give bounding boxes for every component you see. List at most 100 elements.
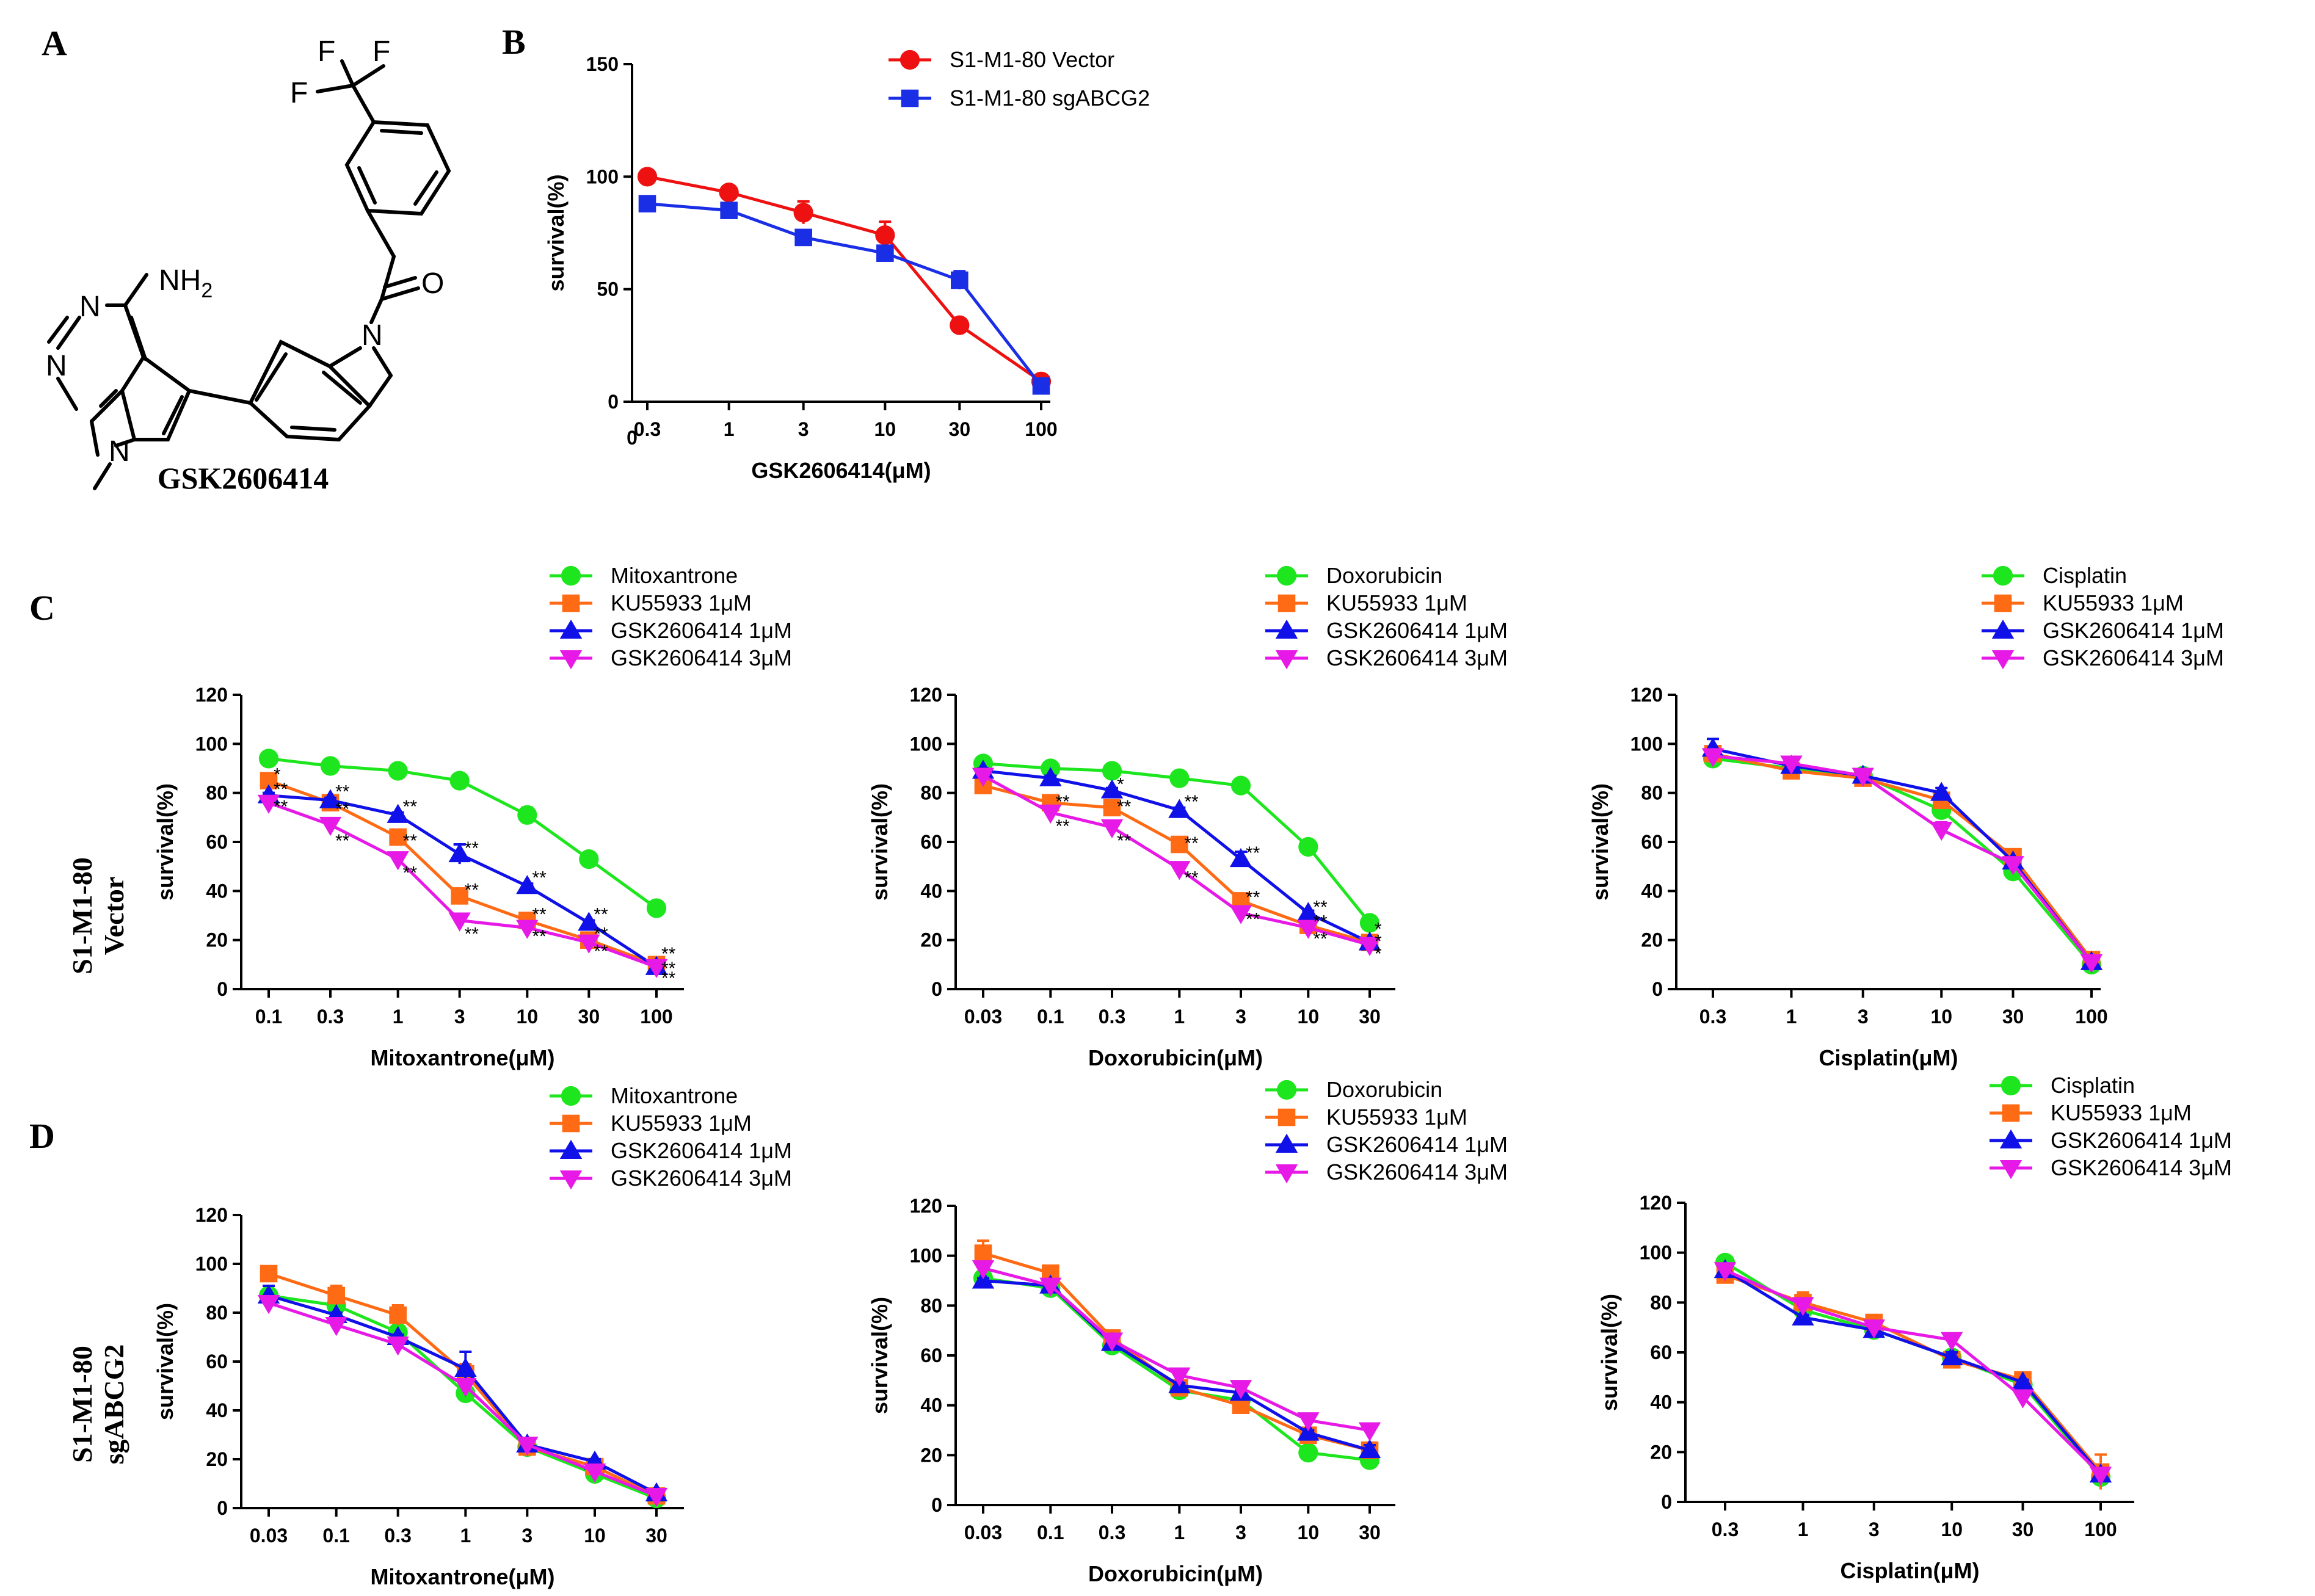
significance-label: **	[532, 927, 547, 947]
significance-label: **	[1313, 912, 1328, 932]
data-point	[1358, 1422, 1381, 1442]
y-axis-label: survival(%)	[543, 174, 569, 291]
y-axis-label: survival(%)	[1588, 783, 1613, 901]
significance-label: **	[594, 905, 608, 925]
legend-marker	[2001, 1075, 2021, 1096]
legend-marker	[1276, 565, 1297, 586]
significance-label: **	[1246, 887, 1260, 907]
x-tick-label: 0.1	[1037, 1522, 1064, 1543]
x-tick-label: 10	[584, 1525, 606, 1547]
series-line-3	[1712, 754, 2093, 963]
panel-label-a: A	[42, 23, 67, 63]
x-tick-label: 1	[1786, 1006, 1797, 1028]
data-point	[720, 201, 738, 219]
data-point	[950, 315, 970, 335]
legend-marker	[1277, 594, 1296, 612]
legend-marker	[899, 49, 920, 70]
x-tick-label: 0.3	[1099, 1522, 1125, 1543]
legend-label: GSK2606414 1μM	[611, 618, 792, 643]
data-point	[1100, 779, 1124, 799]
panel-label-b: B	[502, 22, 526, 62]
legend-label: S1-M1-80 Vector	[950, 47, 1114, 72]
bond	[351, 84, 376, 124]
legend-marker	[1275, 650, 1298, 670]
chart-c-cisplatin: 0 20 40 60 80 100 120 0.3 1 3 10 30 100 Cisplatin(μM)…	[1588, 563, 2224, 1070]
data-point	[2012, 1371, 2034, 1390]
data-point	[645, 1488, 668, 1507]
atom-n-pyrimidine-1: N	[79, 291, 101, 323]
x-axis-label: GSK2606414(μM)	[751, 458, 931, 483]
series-line-2	[1712, 747, 2093, 963]
data-point	[454, 1378, 477, 1398]
y-tick-label: 60	[1650, 1341, 1672, 1363]
x-tick-label: 0.3	[1712, 1518, 1739, 1540]
bond-double	[99, 389, 118, 408]
significance-label: **	[532, 905, 547, 925]
x-tick-label: 1	[1174, 1522, 1185, 1543]
row-label-vector: S1-M1-80 Vector	[67, 857, 129, 974]
legend-marker	[1991, 619, 2015, 639]
data-point	[1039, 804, 1062, 824]
data-point	[448, 912, 471, 932]
legend-marker	[1276, 1079, 1297, 1100]
bond	[340, 59, 355, 87]
x-tick-label: 0.1	[1037, 1006, 1064, 1028]
bond	[328, 346, 362, 368]
significance-label: **	[465, 880, 479, 900]
data-point	[389, 1306, 407, 1324]
legend-marker	[1275, 619, 1298, 639]
data-point	[875, 225, 895, 245]
legend-label: KU55933 1μM	[1326, 1105, 1467, 1130]
data-point	[260, 1264, 278, 1283]
x-tick-label: 100	[640, 1006, 672, 1028]
y-tick-label: 0	[217, 978, 228, 1000]
bond	[187, 389, 252, 405]
y-tick-label: 60	[206, 831, 228, 853]
y-tick-label: 80	[920, 782, 942, 804]
data-point	[578, 934, 600, 954]
significance-label: **	[1246, 910, 1260, 930]
legend-marker	[1277, 1108, 1296, 1126]
legend-marker	[559, 1170, 583, 1190]
x-tick-label: 0.3	[1099, 1006, 1125, 1028]
data-point	[320, 756, 341, 776]
x-tick-label: 30	[949, 418, 971, 440]
data-point	[516, 1437, 539, 1456]
x-axis-label: Mitoxantrone(μM)	[371, 1045, 555, 1070]
bond-double	[129, 316, 147, 361]
data-point	[1297, 902, 1320, 921]
x-tick-label: 10	[517, 1006, 539, 1028]
atom-n-pyrimidine-2: N	[46, 350, 67, 382]
legend-marker	[1275, 1133, 1298, 1153]
series-line-0	[647, 175, 1042, 383]
x-tick-label: 30	[2012, 1518, 2034, 1540]
data-point	[1701, 748, 1724, 767]
y-tick-label: 20	[1650, 1441, 1672, 1463]
legend-label: KU55933 1μM	[2043, 590, 2184, 615]
y-tick-label: 100	[910, 733, 942, 755]
data-point	[1168, 861, 1191, 880]
legend-marker	[559, 619, 583, 639]
data-point	[451, 887, 468, 905]
x-axis-label: Doxorubicin(μM)	[1088, 1045, 1263, 1070]
pyrrole-ring	[120, 354, 192, 441]
data-point	[719, 183, 739, 203]
atom-f1: F	[318, 35, 335, 68]
chemical-structure	[47, 59, 451, 490]
y-tick-label: 100	[910, 1245, 942, 1267]
legend-label: KU55933 1μM	[611, 1111, 752, 1136]
bond	[369, 297, 383, 324]
significance-label: **	[594, 941, 608, 962]
y-tick-label: 100	[195, 733, 228, 755]
data-point	[1229, 1380, 1252, 1399]
data-point	[1102, 761, 1122, 781]
series-line-1	[647, 202, 1042, 387]
legend-label: GSK2606414 3μM	[611, 645, 792, 670]
y-tick-label: 20	[920, 929, 942, 951]
significance-label: **	[1117, 831, 1132, 851]
x-tick-label: 100	[2084, 1518, 2117, 1540]
bond	[372, 346, 393, 377]
significance-label: **	[465, 838, 479, 858]
significance-label: **	[335, 782, 350, 802]
x-tick-label: 0.1	[322, 1525, 349, 1547]
